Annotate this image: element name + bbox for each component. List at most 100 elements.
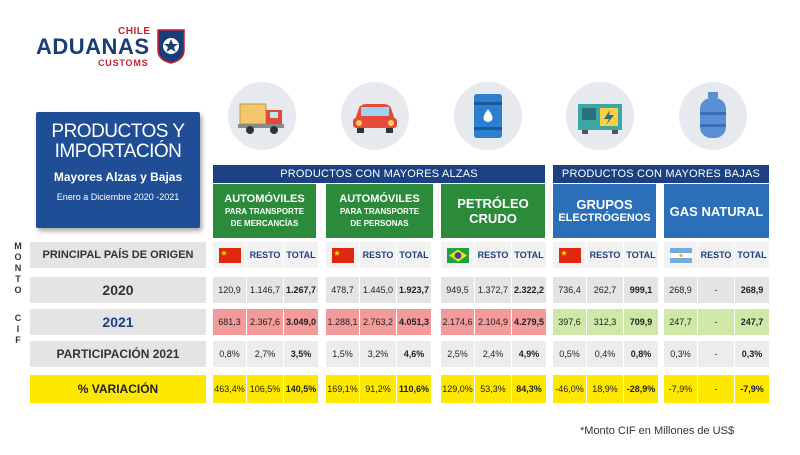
argentina-flag bbox=[669, 247, 692, 263]
value-2021-cell: 681,3 bbox=[213, 309, 246, 335]
title-box: PRODUCTOS Y IMPORTACIÓN Mayores Alzas y … bbox=[36, 112, 200, 228]
side-label-cif: C I F bbox=[12, 313, 24, 346]
truck-icon bbox=[228, 82, 296, 150]
variacion-cell: - bbox=[698, 375, 734, 403]
side-letter: M bbox=[14, 241, 22, 251]
china-flag bbox=[558, 247, 581, 263]
resto-header: RESTO bbox=[698, 242, 734, 268]
row-label-2020: 2020 bbox=[30, 277, 206, 303]
participacion-cell: 1,5% bbox=[326, 341, 359, 367]
value-2020-cell: 2.322,2 bbox=[512, 277, 546, 303]
total-header: TOTAL bbox=[512, 242, 546, 268]
title-line1: PRODUCTOS Y bbox=[51, 121, 185, 142]
side-letter: T bbox=[15, 274, 21, 284]
total-header: TOTAL bbox=[624, 242, 658, 268]
participacion-cell: 2,7% bbox=[247, 341, 283, 367]
generator-icon bbox=[566, 82, 634, 150]
gas-cylinder-icon bbox=[679, 82, 747, 150]
value-2020-cell: 1.445,0 bbox=[360, 277, 396, 303]
variacion-cell: 463,4% bbox=[213, 375, 246, 403]
value-2021-cell: 4.051,3 bbox=[397, 309, 431, 335]
product-name-line1: GAS NATURAL bbox=[669, 203, 764, 219]
value-2021-cell: 3.049,0 bbox=[284, 309, 318, 335]
variacion-cell: 84,3% bbox=[512, 375, 546, 403]
variacion-cell: 18,9% bbox=[587, 375, 623, 403]
participacion-cell: 2,5% bbox=[441, 341, 474, 367]
product-name-line1: AUTOMÓVILES bbox=[224, 192, 305, 205]
variacion-cell: 140,5% bbox=[284, 375, 318, 403]
variacion-cell: 53,3% bbox=[475, 375, 511, 403]
product-name-line2: PARA TRANSPORTE bbox=[224, 206, 305, 216]
value-2021-cell: 1.288,1 bbox=[326, 309, 359, 335]
product-header-gas: GAS NATURAL bbox=[664, 184, 769, 238]
origin-country-cell bbox=[553, 242, 586, 268]
origin-country-cell bbox=[213, 242, 246, 268]
variacion-cell: 169,1% bbox=[326, 375, 359, 403]
total-header: TOTAL bbox=[397, 242, 431, 268]
logo-chile-text: CHILE bbox=[118, 26, 151, 37]
participacion-cell: 0,4% bbox=[587, 341, 623, 367]
origin-country-cell bbox=[664, 242, 697, 268]
aduanas-logo: CHILE ADUANAS CUSTOMS bbox=[36, 26, 196, 70]
participacion-cell: 0,5% bbox=[553, 341, 586, 367]
product-header-mercancias: AUTOMÓVILES PARA TRANSPORTE DE MERCANCÍA… bbox=[213, 184, 316, 238]
product-name-line1: PETRÓLEO bbox=[457, 196, 529, 211]
side-letter: F bbox=[15, 335, 21, 345]
variacion-cell: -28,9% bbox=[624, 375, 658, 403]
product-name-line2: ELECTRÓGENOS bbox=[558, 212, 651, 224]
participacion-cell: 3,2% bbox=[360, 341, 396, 367]
side-letter: O bbox=[14, 285, 22, 295]
value-2021-cell: 2.367,6 bbox=[247, 309, 283, 335]
product-name-line2: CRUDO bbox=[469, 211, 517, 226]
section-header-alzas: PRODUCTOS CON MAYORES ALZAS bbox=[213, 165, 545, 183]
row-label-participacion: PARTICIPACIÓN 2021 bbox=[30, 341, 206, 367]
origin-country-cell bbox=[326, 242, 359, 268]
product-header-personas: AUTOMÓVILES PARA TRANSPORTE DE PERSONAS bbox=[326, 184, 433, 238]
value-2021-cell: 709,9 bbox=[624, 309, 658, 335]
value-2020-cell: 1.923,7 bbox=[397, 277, 431, 303]
row-label-2021: 2021 bbox=[30, 309, 206, 335]
value-2021-cell: 4.279,5 bbox=[512, 309, 546, 335]
row-label-origen: PRINCIPAL PAÍS DE ORIGEN bbox=[30, 242, 206, 268]
product-name-line1: AUTOMÓVILES bbox=[339, 192, 420, 205]
section-header-bajas: PRODUCTOS CON MAYORES BAJAS bbox=[553, 165, 769, 183]
china-flag bbox=[218, 247, 241, 263]
value-2020-cell: - bbox=[698, 277, 734, 303]
value-2020-cell: 262,7 bbox=[587, 277, 623, 303]
subtitle: Mayores Alzas y Bajas bbox=[53, 170, 183, 184]
variacion-cell: -46,0% bbox=[553, 375, 586, 403]
period: Enero a Diciembre 2020 -2021 bbox=[56, 192, 180, 202]
value-2020-cell: 736,4 bbox=[553, 277, 586, 303]
participacion-cell: 0,3% bbox=[735, 341, 769, 367]
logo-customs-text: CUSTOMS bbox=[98, 58, 149, 68]
total-header: TOTAL bbox=[284, 242, 318, 268]
footnote: *Monto CIF en Millones de US$ bbox=[580, 425, 735, 437]
side-letter: C bbox=[14, 313, 22, 323]
participacion-cell: - bbox=[698, 341, 734, 367]
logo-aduanas-text: ADUANAS bbox=[36, 34, 150, 59]
value-2020-cell: 1.267,7 bbox=[284, 277, 318, 303]
variacion-cell: 110,6% bbox=[397, 375, 431, 403]
product-header-petroleo: PETRÓLEO CRUDO bbox=[441, 184, 545, 238]
side-label-monto: M O N T O bbox=[12, 241, 24, 296]
product-name-line2: PARA TRANSPORTE bbox=[339, 206, 420, 216]
resto-header: RESTO bbox=[247, 242, 283, 268]
resto-header: RESTO bbox=[360, 242, 396, 268]
variacion-cell: -7,9% bbox=[664, 375, 697, 403]
participacion-cell: 2,4% bbox=[475, 341, 511, 367]
value-2021-cell: 247,7 bbox=[735, 309, 769, 335]
side-letter: I bbox=[16, 324, 20, 334]
row-label-variacion: % VARIACIÓN bbox=[30, 375, 206, 403]
value-2021-cell: 397,6 bbox=[553, 309, 586, 335]
value-2020-cell: 949,5 bbox=[441, 277, 474, 303]
product-header-grupos: GRUPOS ELECTRÓGENOS bbox=[553, 184, 656, 238]
side-letter: O bbox=[14, 252, 22, 262]
china-flag bbox=[331, 247, 354, 263]
value-2021-cell: 312,3 bbox=[587, 309, 623, 335]
oil-barrel-icon bbox=[454, 82, 522, 150]
value-2020-cell: 999,1 bbox=[624, 277, 658, 303]
participacion-cell: 3,5% bbox=[284, 341, 318, 367]
value-2021-cell: 2.763,2 bbox=[360, 309, 396, 335]
car-icon bbox=[341, 82, 409, 150]
variacion-cell: 129,0% bbox=[441, 375, 474, 403]
